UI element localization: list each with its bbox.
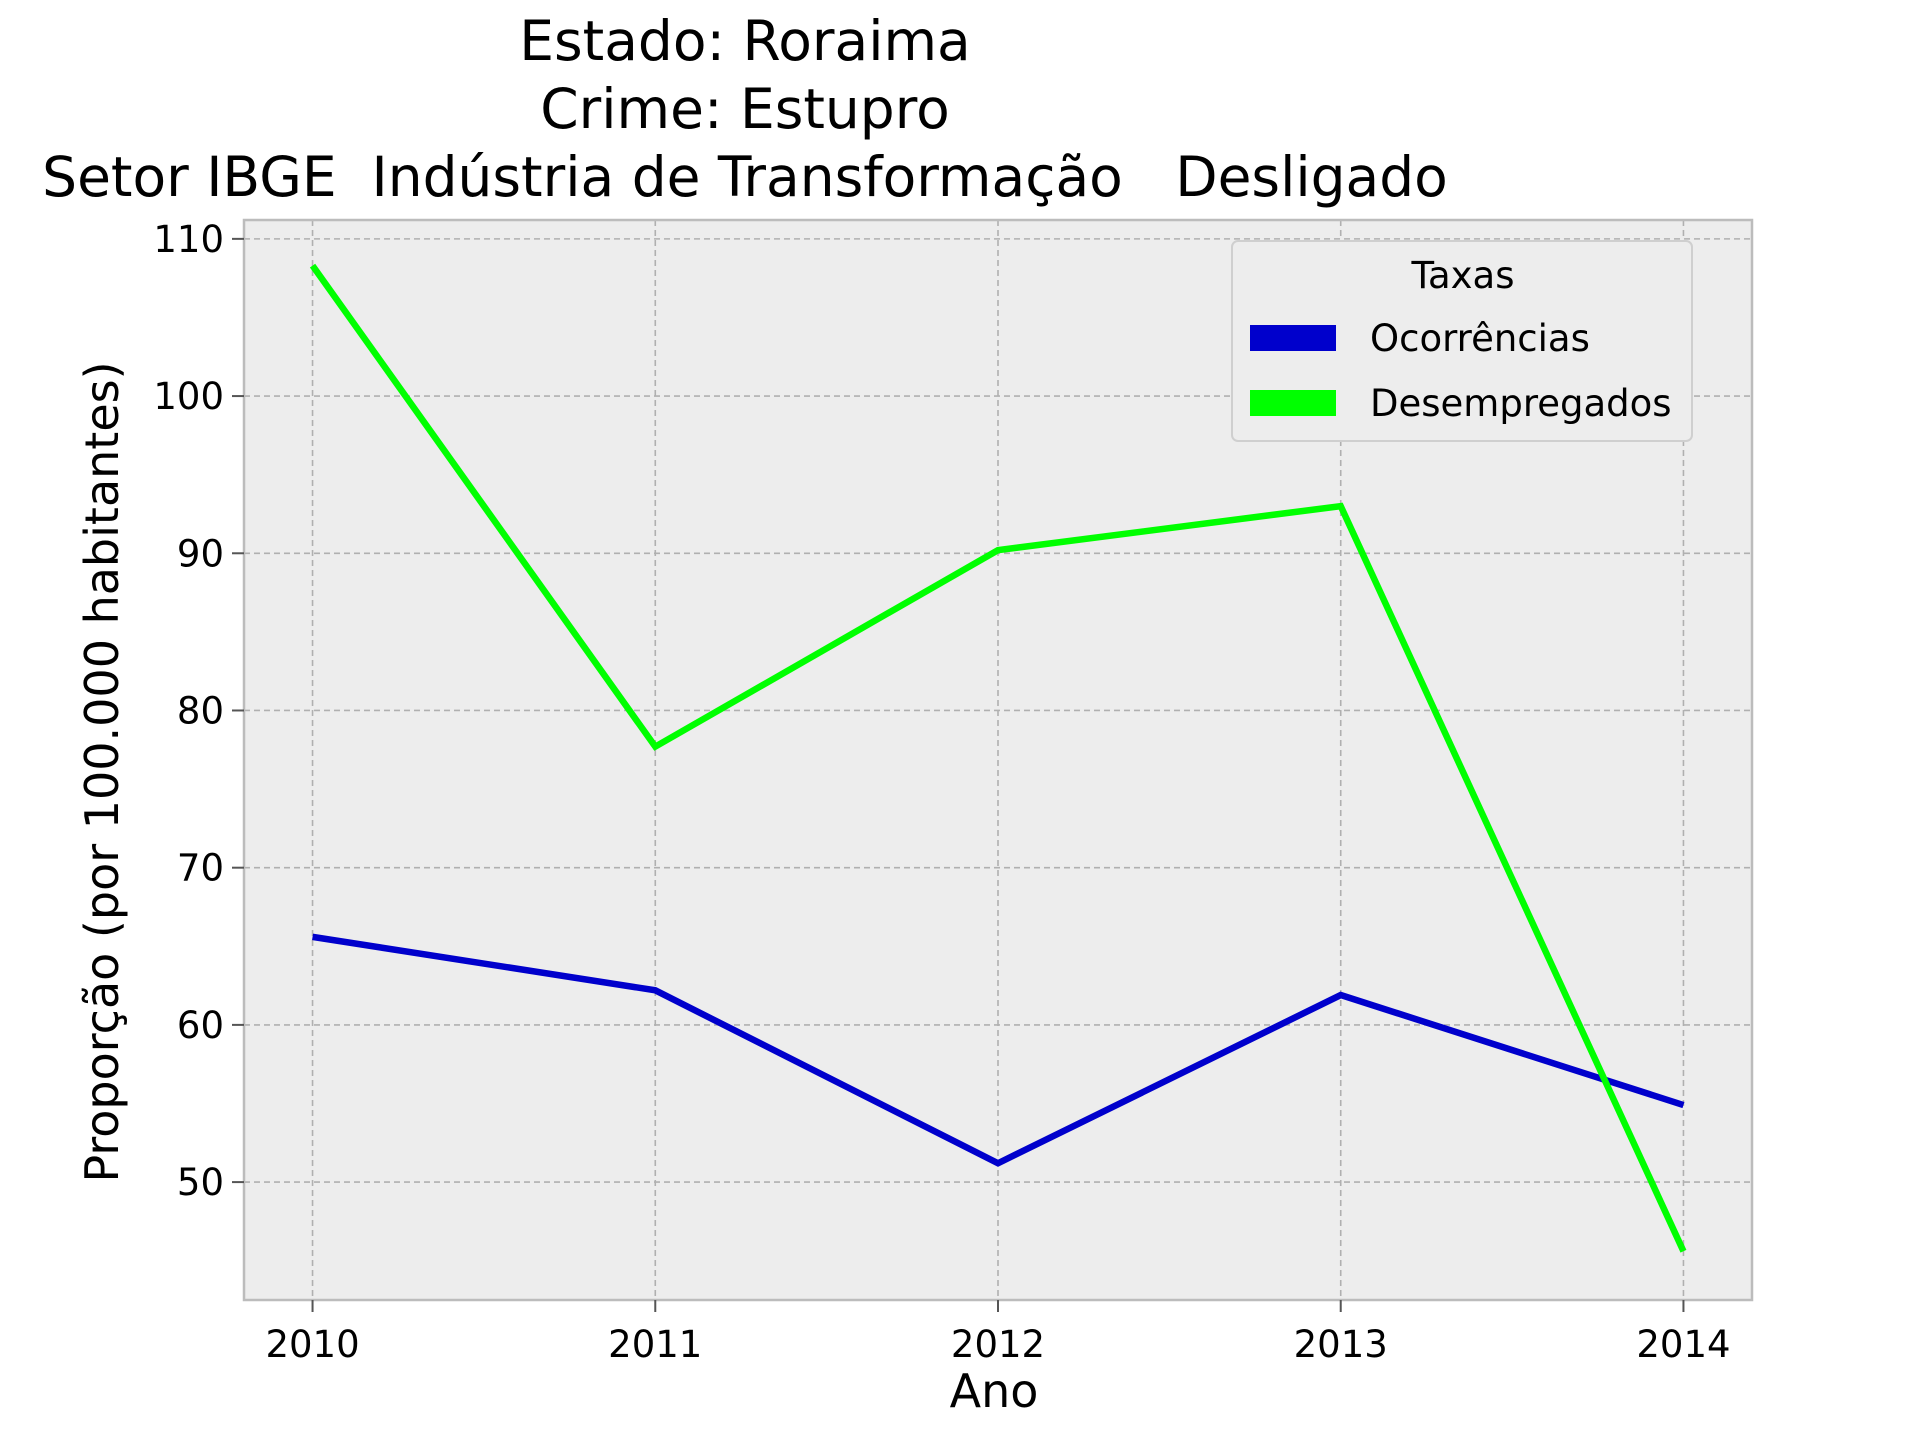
series-line-ocorrencias — [312, 933, 1685, 1167]
x-tick-label-2011: 2011 — [608, 1323, 702, 1366]
y-tick-label-50: 50 — [177, 1161, 224, 1204]
legend: Taxas Ocorrências Desempregados — [1231, 240, 1693, 442]
x-tick-label-2012: 2012 — [951, 1323, 1045, 1366]
y-tick-label-110: 110 — [153, 218, 224, 261]
chart-title-line-3: Setor IBGE Indústria de Transformação De… — [42, 145, 1448, 209]
legend-swatch-ocorrencias — [1250, 325, 1336, 351]
x-axis-label: Ano — [950, 1364, 1039, 1418]
legend-label-desempregados: Desempregados — [1370, 382, 1672, 425]
y-axis-label: Proporção (por 100.000 habitantes) — [75, 361, 129, 1182]
series-lines — [309, 263, 1687, 1253]
x-tick-label-2010: 2010 — [265, 1323, 359, 1366]
y-tick-label-100: 100 — [153, 375, 224, 418]
y-axis-ticks: 50 60 70 80 90 100 110 — [153, 218, 244, 1204]
legend-box — [1231, 240, 1693, 442]
y-tick-label-70: 70 — [177, 847, 224, 890]
y-tick-label-60: 60 — [177, 1004, 224, 1047]
y-tick-label-90: 90 — [177, 532, 224, 575]
x-tick-label-2013: 2013 — [1294, 1323, 1388, 1366]
legend-title: Taxas — [1411, 254, 1515, 297]
x-axis-ticks: 2010 2011 2012 2013 2014 — [265, 1300, 1731, 1366]
y-tick-label-80: 80 — [177, 689, 224, 732]
series-line-desempregados — [309, 263, 1687, 1253]
chart-title-line-1: Estado: Roraima — [519, 9, 971, 73]
chart-title-line-2: Crime: Estupro — [540, 77, 950, 141]
legend-swatch-desempregados — [1250, 390, 1336, 416]
legend-label-ocorrencias: Ocorrências — [1370, 317, 1590, 360]
x-tick-label-2014: 2014 — [1636, 1323, 1730, 1366]
